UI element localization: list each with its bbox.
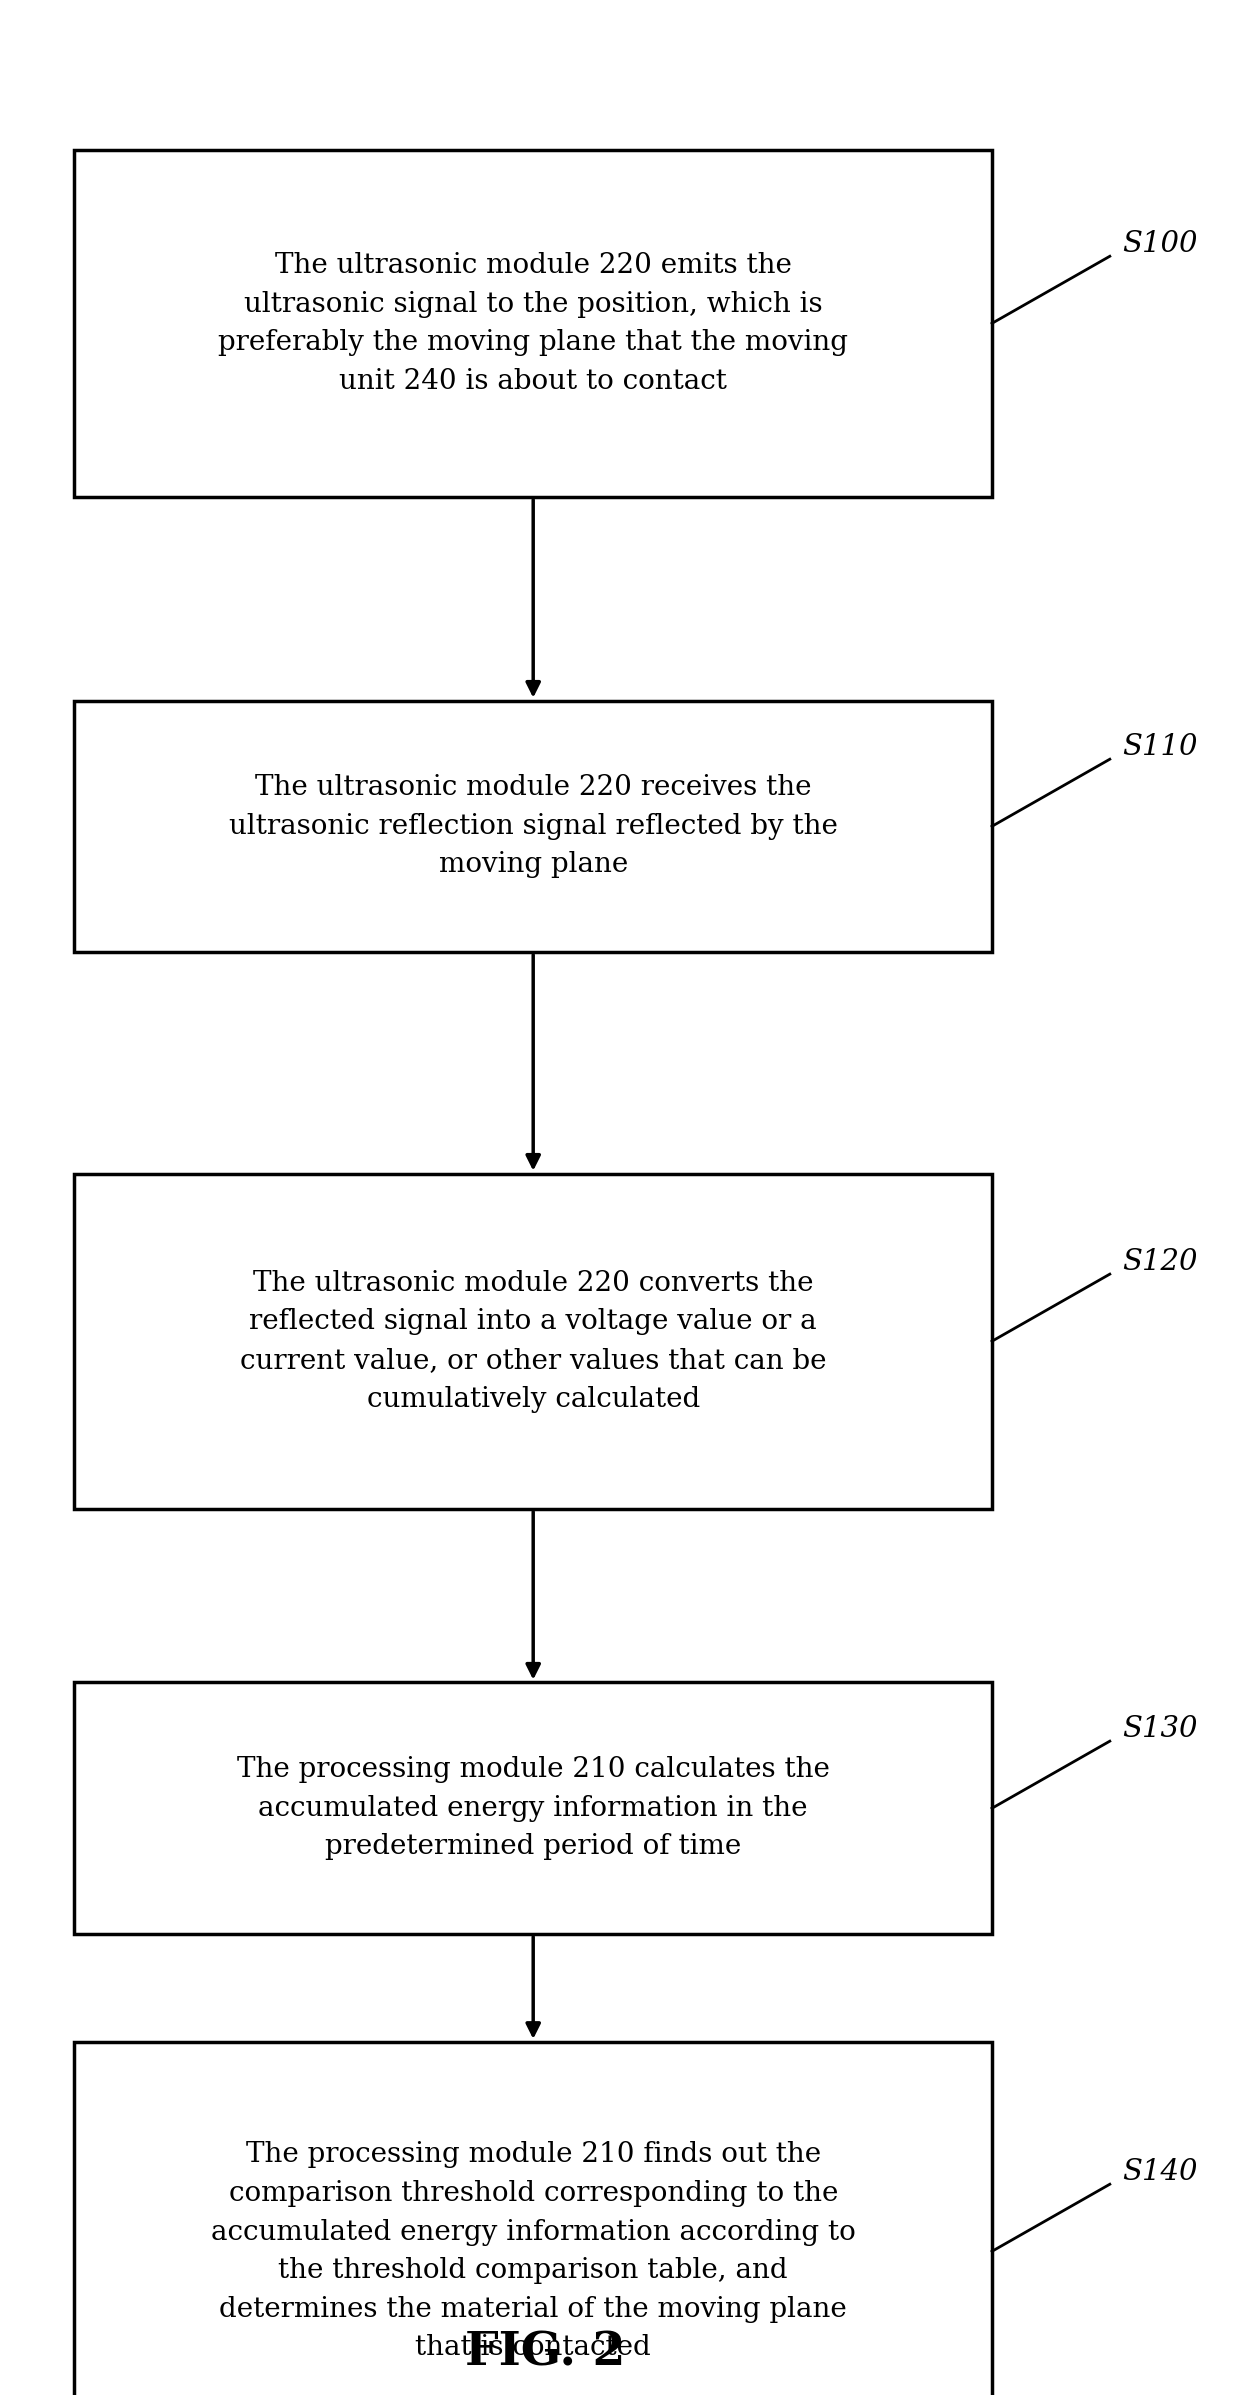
Text: S110: S110	[1122, 733, 1198, 762]
Text: S140: S140	[1122, 2158, 1198, 2187]
Bar	[74, 148, 992, 498]
Text: The processing module 210 finds out the
comparison threshold corresponding to th: The processing module 210 finds out the …	[211, 2141, 856, 2361]
Text: S100: S100	[1122, 230, 1198, 259]
Text: FIG. 2: FIG. 2	[465, 2330, 626, 2376]
Text: The processing module 210 calculates the
accumulated energy information in the
p: The processing module 210 calculates the…	[237, 1756, 830, 1861]
Text: S130: S130	[1122, 1715, 1198, 1744]
Bar	[74, 699, 992, 951]
Text: The ultrasonic module 220 emits the
ultrasonic signal to the position, which is
: The ultrasonic module 220 emits the ultr…	[218, 251, 848, 395]
Bar	[74, 1681, 992, 1935]
Text: The ultrasonic module 220 receives the
ultrasonic reflection signal reflected by: The ultrasonic module 220 receives the u…	[228, 774, 838, 879]
Bar	[74, 2041, 992, 2395]
Text: The ultrasonic module 220 converts the
reflected signal into a voltage value or : The ultrasonic module 220 converts the r…	[241, 1269, 826, 1413]
Text: S120: S120	[1122, 1248, 1198, 1277]
Bar	[74, 1174, 992, 1509]
